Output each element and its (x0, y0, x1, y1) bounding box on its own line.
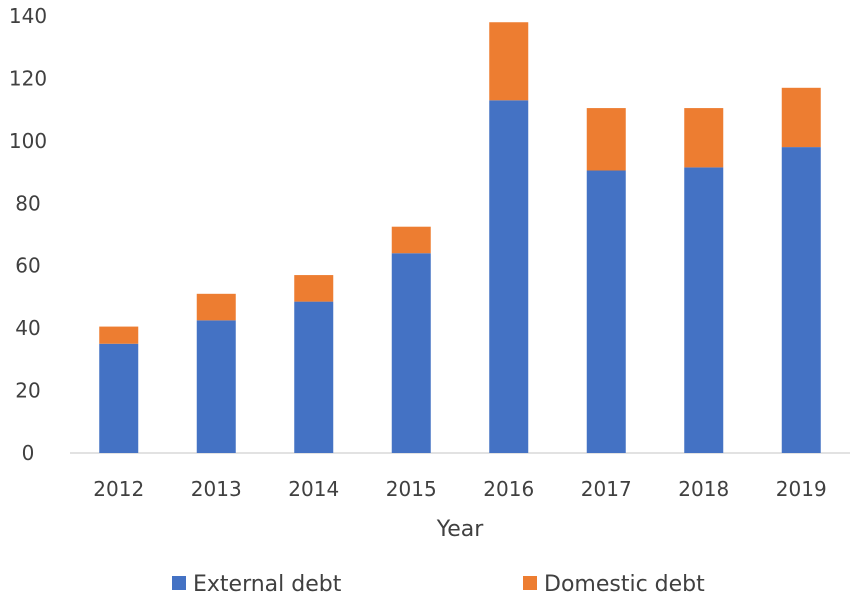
bar-external-2018 (684, 167, 724, 453)
bar-domestic-2014 (294, 275, 334, 302)
bar-domestic-2018 (684, 108, 724, 168)
x-axis-ticks: 2012 2013 2014 2015 2016 2017 2018 2019 (93, 477, 826, 501)
bar-domestic-2013 (196, 293, 236, 321)
legend: External debt Domestic debt (172, 572, 705, 597)
y-tick-label: 60 (15, 254, 40, 278)
legend-swatch-domestic (523, 576, 537, 590)
bar-external-2019 (781, 147, 821, 453)
x-tick-label: 2013 (191, 477, 242, 501)
y-tick-label: 100 (9, 129, 47, 153)
y-tick-label: 40 (15, 316, 40, 340)
legend-swatch-external (172, 576, 186, 590)
bar-external-2014 (294, 301, 334, 453)
bar-domestic-2017 (586, 108, 626, 171)
x-tick-label: 2014 (288, 477, 339, 501)
y-tick-label: 0 (22, 441, 35, 465)
y-tick-label: 120 (9, 66, 47, 90)
legend-label-external: External debt (193, 572, 342, 597)
x-tick-label: 2018 (678, 477, 729, 501)
x-tick-label: 2017 (581, 477, 632, 501)
y-tick-label: 80 (15, 191, 40, 215)
y-axis-ticks: 0 20 40 60 80 100 120 140 (9, 4, 47, 465)
x-tick-label: 2015 (386, 477, 437, 501)
x-tick-label: 2019 (776, 477, 827, 501)
bars (99, 22, 821, 454)
x-tick-label: 2016 (483, 477, 534, 501)
bar-external-2013 (196, 320, 236, 453)
y-tick-label: 20 (15, 379, 40, 403)
bar-external-2012 (99, 343, 139, 453)
x-tick-label: 2012 (93, 477, 144, 501)
bar-external-2017 (586, 170, 626, 453)
bar-domestic-2015 (391, 226, 431, 254)
bar-domestic-2019 (781, 87, 821, 148)
y-tick-label: 140 (9, 4, 47, 28)
bar-domestic-2012 (99, 326, 139, 344)
x-axis-title: Year (436, 517, 485, 542)
bar-external-2015 (391, 253, 431, 453)
bar-external-2016 (489, 100, 529, 454)
bar-domestic-2016 (489, 22, 529, 101)
legend-label-domestic: Domestic debt (544, 572, 705, 597)
